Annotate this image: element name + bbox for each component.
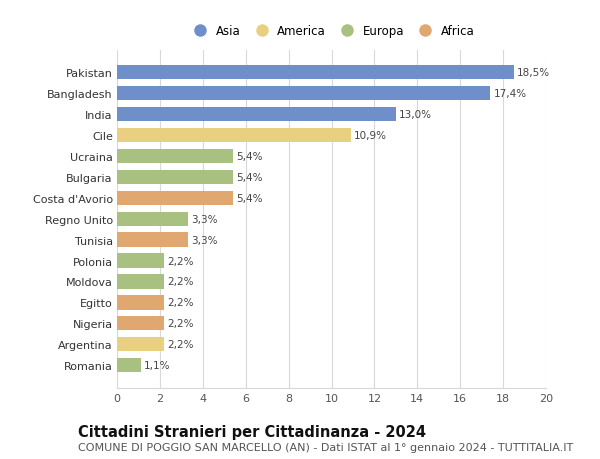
Text: 5,4%: 5,4%: [236, 173, 263, 182]
Bar: [117, 296, 164, 310]
Text: 2,2%: 2,2%: [167, 298, 194, 308]
Bar: [117, 254, 164, 268]
Bar: [117, 358, 140, 373]
Text: 5,4%: 5,4%: [236, 193, 263, 203]
Bar: [117, 191, 233, 205]
Bar: [117, 212, 188, 226]
Bar: [117, 317, 164, 331]
Text: 18,5%: 18,5%: [517, 68, 550, 78]
Bar: [117, 66, 514, 80]
Bar: [117, 107, 396, 122]
Text: 5,4%: 5,4%: [236, 151, 263, 162]
Text: COMUNE DI POGGIO SAN MARCELLO (AN) - Dati ISTAT al 1° gennaio 2024 - TUTTITALIA.: COMUNE DI POGGIO SAN MARCELLO (AN) - Dat…: [78, 442, 573, 452]
Text: 2,2%: 2,2%: [167, 319, 194, 329]
Bar: [117, 233, 188, 247]
Legend: Asia, America, Europa, Africa: Asia, America, Europa, Africa: [186, 22, 477, 40]
Bar: [117, 170, 233, 185]
Text: 2,2%: 2,2%: [167, 277, 194, 287]
Bar: [117, 149, 233, 163]
Text: 17,4%: 17,4%: [493, 89, 527, 99]
Text: 3,3%: 3,3%: [191, 214, 218, 224]
Text: 10,9%: 10,9%: [354, 131, 387, 140]
Text: 1,1%: 1,1%: [144, 360, 170, 370]
Text: 2,2%: 2,2%: [167, 256, 194, 266]
Bar: [117, 337, 164, 352]
Bar: [117, 129, 351, 143]
Bar: [117, 87, 490, 101]
Text: Cittadini Stranieri per Cittadinanza - 2024: Cittadini Stranieri per Cittadinanza - 2…: [78, 425, 426, 440]
Text: 13,0%: 13,0%: [399, 110, 432, 120]
Text: 2,2%: 2,2%: [167, 340, 194, 349]
Bar: [117, 275, 164, 289]
Text: 3,3%: 3,3%: [191, 235, 218, 245]
